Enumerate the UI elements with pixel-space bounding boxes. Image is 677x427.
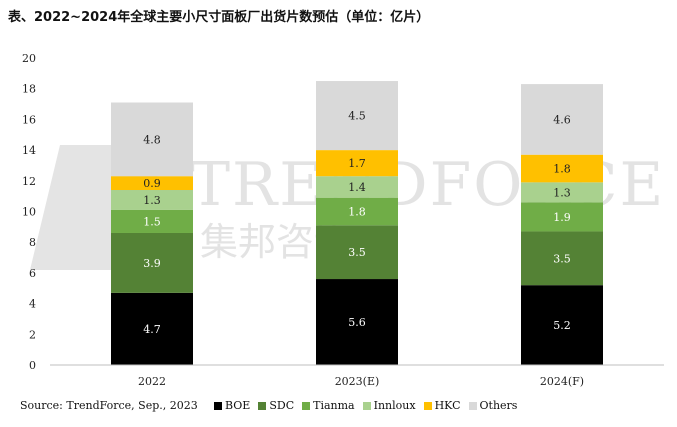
- data-label: 5.6: [348, 316, 366, 329]
- legend-label: Innloux: [373, 399, 416, 412]
- y-tick-label: 2: [29, 328, 36, 341]
- y-tick-label: 0: [29, 359, 36, 372]
- data-label: 0.9: [143, 177, 161, 190]
- y-tick-label: 20: [22, 52, 36, 65]
- bar-segment-tianma: [521, 202, 603, 232]
- chart-title: 表、2022~2024年全球主要小尺寸面板厂出货片数预估（单位：亿片）: [8, 10, 430, 25]
- data-label: 1.9: [553, 211, 571, 224]
- bar-segment-hkc: [521, 154, 603, 183]
- y-tick-label: 12: [22, 175, 36, 188]
- bar-segment-tianma: [316, 197, 398, 226]
- bar-segment-boe: [316, 279, 398, 365]
- bar-segment-boe: [521, 285, 603, 365]
- data-label: 4.8: [143, 133, 161, 146]
- bar-segment-hkc: [111, 176, 193, 191]
- legend-item-innloux: Innloux: [362, 399, 416, 412]
- data-label: 4.7: [143, 323, 161, 336]
- legend-swatch: [468, 401, 477, 410]
- bar-segment-tianma: [111, 209, 193, 233]
- y-tick-label: 10: [22, 206, 36, 219]
- legend-item-boe: BOE: [214, 399, 250, 412]
- y-tick-label: 16: [22, 113, 36, 126]
- legend-swatch: [423, 401, 432, 410]
- bar-segment-innloux: [316, 176, 398, 198]
- data-label: 5.2: [553, 319, 571, 332]
- data-label: 1.3: [143, 194, 161, 207]
- data-label: 1.4: [348, 181, 366, 194]
- legend-swatch: [258, 401, 267, 410]
- y-tick-label: 18: [22, 83, 36, 96]
- legend-swatch: [362, 401, 371, 410]
- y-tick-label: 4: [29, 298, 36, 311]
- legend-item-hkc: HKC: [423, 399, 461, 412]
- y-tick-label: 14: [22, 144, 36, 157]
- data-label: 4.6: [553, 113, 571, 126]
- legend-label: HKC: [434, 399, 461, 412]
- legend-label: Tianma: [313, 399, 355, 412]
- y-tick-label: 8: [29, 236, 36, 249]
- x-tick-label: 2022: [138, 375, 166, 388]
- data-label: 3.5: [348, 246, 366, 259]
- bar-segment-innloux: [521, 182, 603, 203]
- bars: 4.7 3.9 1.5 1.3 0.9 4.8 5.6 3.5 1.8 1.4 1.7 4.5 5.2 3…: [111, 81, 603, 365]
- bar-segment-innloux: [111, 190, 193, 210]
- bar-segment-others: [111, 102, 193, 177]
- legend: BOE SDC Tianma Innloux HKC Others: [214, 399, 517, 412]
- data-label: 3.5: [553, 252, 571, 265]
- y-tick-label: 6: [29, 267, 36, 280]
- bar-segment-others: [521, 84, 603, 155]
- data-label: 4.5: [348, 110, 366, 123]
- bar-segment-sdc: [316, 225, 398, 280]
- x-axis: 2022 2023(E) 2024(F): [138, 375, 584, 388]
- data-label: 3.9: [143, 257, 161, 270]
- bar-segment-others: [316, 81, 398, 151]
- source-note: Source: TrendForce, Sep., 2023: [20, 399, 198, 412]
- data-label: 1.5: [143, 215, 161, 228]
- data-label: 1.8: [553, 163, 571, 176]
- legend-item-tianma: Tianma: [302, 399, 355, 412]
- bar-segment-boe: [111, 292, 193, 365]
- bar-segment-hkc: [316, 150, 398, 177]
- legend-label: BOE: [225, 399, 251, 412]
- bar-segment-sdc: [111, 232, 193, 293]
- y-axis: 0 2 4 6 8 10 12 14 16 18 20: [22, 52, 36, 372]
- x-tick-label: 2024(F): [540, 375, 584, 388]
- legend-item-others: Others: [468, 399, 518, 412]
- legend-label: Others: [479, 399, 518, 412]
- legend-item-sdc: SDC: [258, 399, 294, 412]
- legend-label: SDC: [269, 399, 295, 412]
- legend-swatch: [214, 401, 222, 410]
- data-label: 1.3: [553, 186, 571, 199]
- data-label: 1.8: [348, 206, 366, 219]
- data-label: 1.7: [348, 157, 366, 170]
- legend-swatch: [302, 401, 311, 410]
- bar-segment-sdc: [521, 231, 603, 286]
- x-tick-label: 2023(E): [335, 375, 380, 388]
